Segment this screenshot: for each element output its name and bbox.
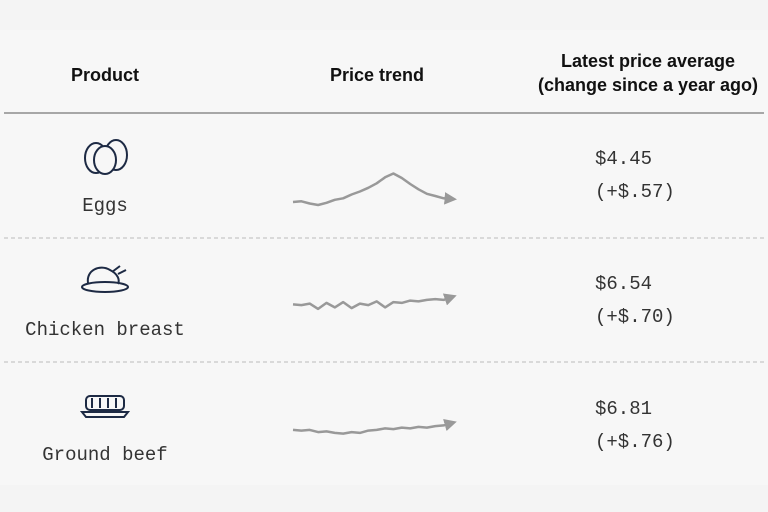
price-change: (+$.57) (595, 181, 675, 203)
price-trend (292, 293, 457, 311)
eggs-icon (84, 139, 128, 175)
price-trend (292, 172, 457, 207)
product-name: Chicken breast (25, 319, 185, 341)
product-name: Eggs (82, 195, 128, 217)
header: Price trend (330, 65, 424, 85)
panel (0, 30, 768, 485)
price: $4.45 (595, 148, 652, 170)
product-name: Ground beef (42, 444, 167, 466)
header: Product (71, 65, 139, 85)
beef-icon (79, 395, 131, 418)
price: $6.54 (595, 273, 652, 295)
chicken-icon (81, 265, 129, 293)
price: $6.81 (595, 398, 652, 420)
price-change: (+$.76) (595, 431, 675, 453)
header: Latest price average (change since a year… (538, 51, 758, 95)
price-change: (+$.70) (595, 306, 675, 328)
price-trend (292, 419, 457, 435)
